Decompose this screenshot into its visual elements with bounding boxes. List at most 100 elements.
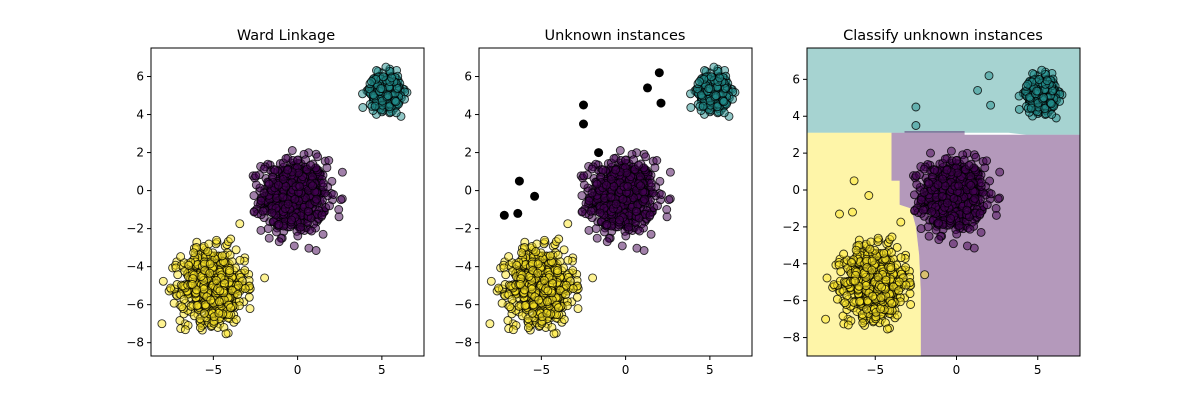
data-point xyxy=(317,210,327,220)
data-point xyxy=(962,205,972,215)
x-tick-label: 5 xyxy=(378,363,386,377)
data-point xyxy=(698,101,708,111)
data-point xyxy=(832,294,842,304)
data-point xyxy=(719,108,729,118)
data-point xyxy=(217,251,227,261)
data-point xyxy=(933,180,943,190)
data-point xyxy=(634,160,643,170)
data-point xyxy=(225,250,235,260)
data-point xyxy=(533,268,543,278)
data-point xyxy=(245,304,255,314)
data-point xyxy=(324,156,334,165)
y-tick-label: 0 xyxy=(464,184,472,198)
data-point xyxy=(919,164,929,174)
y-tick-label: −2 xyxy=(454,222,472,236)
data-point xyxy=(485,319,495,329)
cluster-0-points xyxy=(248,146,347,255)
data-point xyxy=(523,323,533,333)
data-point xyxy=(497,298,507,308)
data-point xyxy=(542,308,552,318)
unknown-point xyxy=(594,148,604,158)
data-point xyxy=(240,265,250,275)
data-point xyxy=(636,181,645,191)
data-point xyxy=(376,84,386,94)
data-point xyxy=(554,234,564,244)
data-point xyxy=(221,329,231,339)
data-point xyxy=(313,152,323,162)
data-point xyxy=(934,218,943,228)
x-tick-label: 5 xyxy=(706,363,714,377)
data-point xyxy=(920,270,930,280)
data-point xyxy=(639,246,649,255)
data-point xyxy=(598,165,608,175)
data-point xyxy=(184,260,194,270)
data-point xyxy=(617,241,627,251)
data-point xyxy=(274,237,284,247)
data-point xyxy=(843,320,853,330)
data-point xyxy=(520,301,530,311)
data-point xyxy=(311,246,321,255)
data-point xyxy=(278,192,288,202)
data-point xyxy=(969,243,979,253)
data-point xyxy=(611,199,621,209)
y-tick-label: −4 xyxy=(126,260,144,274)
data-point xyxy=(274,220,284,229)
data-point xyxy=(505,302,515,312)
data-point xyxy=(334,205,344,214)
data-point xyxy=(554,303,563,313)
data-point xyxy=(930,165,940,175)
x-tick-label: 0 xyxy=(294,363,302,377)
data-point xyxy=(615,146,625,155)
data-point xyxy=(233,290,243,299)
data-point xyxy=(924,179,934,189)
data-point xyxy=(664,195,674,205)
data-point xyxy=(591,224,601,234)
data-point xyxy=(283,165,293,175)
data-point xyxy=(966,180,976,190)
data-point xyxy=(189,248,199,258)
y-tick-label: −6 xyxy=(126,298,144,312)
data-point xyxy=(584,225,594,235)
data-point xyxy=(256,196,266,206)
data-point xyxy=(273,180,283,190)
data-point xyxy=(517,248,527,258)
y-tick-label: 6 xyxy=(136,70,144,84)
data-point xyxy=(927,207,937,217)
data-point xyxy=(295,181,305,191)
data-point xyxy=(249,207,259,217)
data-point xyxy=(176,252,186,262)
data-point xyxy=(287,146,297,155)
data-point xyxy=(225,266,234,276)
cluster-1-points xyxy=(485,219,598,339)
data-point xyxy=(910,206,919,216)
data-point xyxy=(259,164,269,174)
data-point xyxy=(370,101,380,111)
data-point xyxy=(504,252,514,262)
unknown-point xyxy=(579,119,588,129)
data-point xyxy=(980,163,990,173)
data-point xyxy=(157,319,167,329)
data-point xyxy=(303,206,313,216)
data-point xyxy=(542,297,552,307)
data-point xyxy=(290,194,300,204)
data-point xyxy=(195,323,205,333)
data-point xyxy=(383,91,393,101)
data-point xyxy=(187,279,197,289)
data-point xyxy=(169,298,179,308)
data-point xyxy=(993,194,1003,204)
data-point xyxy=(358,103,368,112)
data-point xyxy=(912,180,922,189)
data-point xyxy=(924,231,934,241)
data-point xyxy=(995,167,1005,177)
data-point xyxy=(312,194,321,204)
data-point xyxy=(322,163,332,173)
data-point xyxy=(251,171,261,181)
data-point xyxy=(387,73,397,83)
data-point xyxy=(293,231,303,241)
data-point xyxy=(587,188,597,198)
data-point xyxy=(553,250,563,260)
data-point xyxy=(662,212,672,222)
data-point xyxy=(951,156,961,165)
data-point xyxy=(620,155,630,165)
